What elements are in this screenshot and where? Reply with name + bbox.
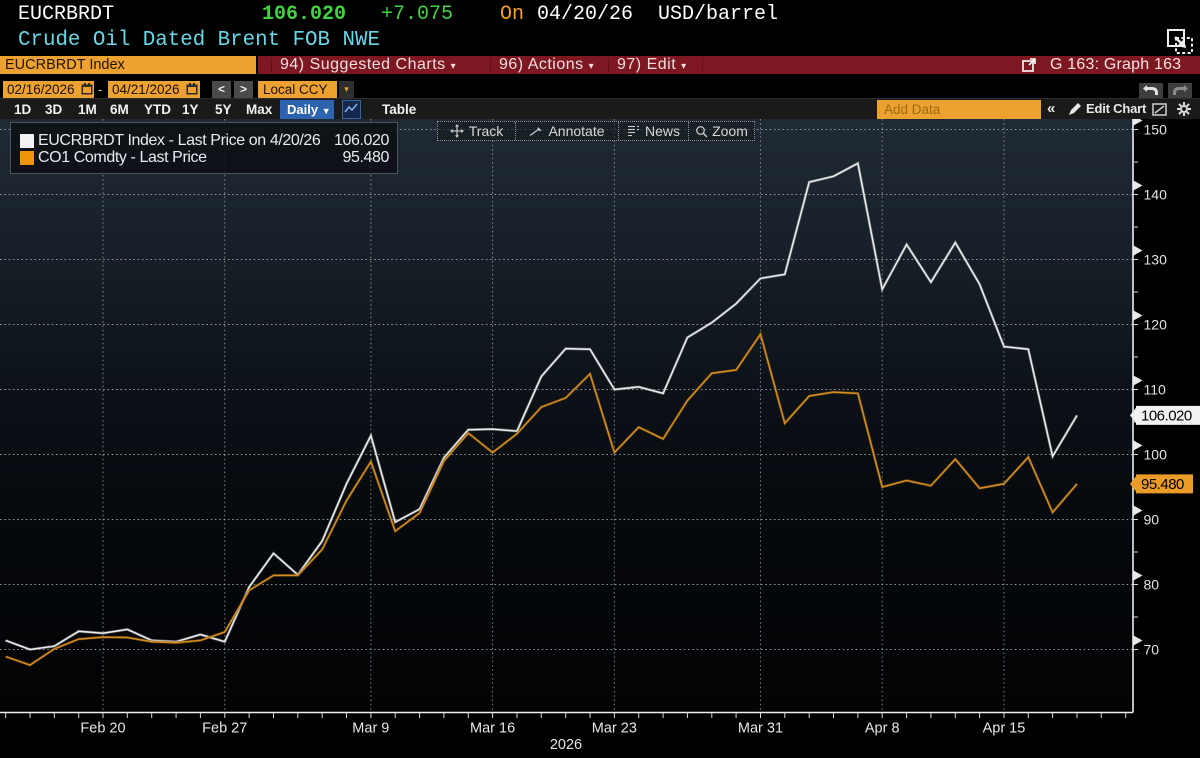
svg-text:Feb 20: Feb 20: [80, 721, 125, 737]
svg-text:Mar 31: Mar 31: [738, 721, 783, 737]
svg-text:Mar 9: Mar 9: [352, 721, 389, 737]
svg-text:Mar 23: Mar 23: [592, 721, 637, 737]
svg-text:2026: 2026: [550, 737, 582, 753]
svg-text:Apr 8: Apr 8: [865, 721, 900, 737]
svg-text:70: 70: [1144, 642, 1160, 658]
svg-text:106.020: 106.020: [1141, 407, 1192, 424]
svg-text:140: 140: [1144, 187, 1168, 203]
svg-text:80: 80: [1144, 577, 1160, 593]
svg-text:90: 90: [1144, 512, 1160, 528]
svg-text:110: 110: [1144, 382, 1167, 398]
svg-text:Mar 16: Mar 16: [470, 721, 515, 737]
svg-text:130: 130: [1144, 252, 1168, 268]
svg-text:Apr 15: Apr 15: [983, 721, 1026, 737]
svg-text:150: 150: [1144, 122, 1168, 138]
svg-text:Feb 27: Feb 27: [202, 721, 247, 737]
svg-text:120: 120: [1144, 317, 1168, 333]
svg-text:100: 100: [1144, 447, 1168, 463]
svg-text:95.480: 95.480: [1141, 476, 1184, 493]
